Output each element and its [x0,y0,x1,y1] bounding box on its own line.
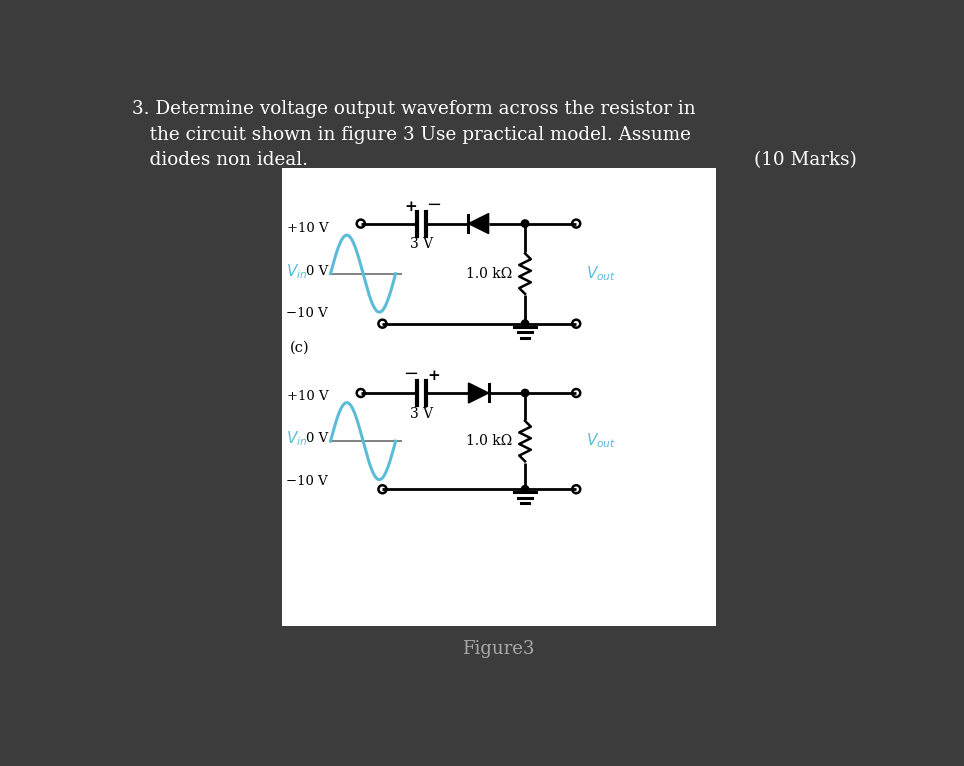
Bar [281,169,715,627]
Text: (c): (c) [289,341,309,355]
Text: 3 V: 3 V [410,237,433,251]
Text: −: − [426,195,442,214]
Text: +: + [427,369,440,383]
Text: Figure3: Figure3 [463,640,535,658]
Text: +10 V: +10 V [286,222,328,235]
Text: 0 V: 0 V [306,432,328,445]
Text: 3 V: 3 V [410,407,433,421]
Circle shape [522,486,529,493]
Polygon shape [469,383,489,403]
Text: diodes non ideal.: diodes non ideal. [132,151,308,169]
Text: +: + [404,200,416,214]
Polygon shape [469,214,489,234]
Text: −10 V: −10 V [286,307,328,320]
Circle shape [522,220,529,228]
Circle shape [522,389,529,397]
Text: −10 V: −10 V [286,475,328,488]
Text: $V_{in}$: $V_{in}$ [285,262,307,280]
Text: −: − [403,365,418,383]
Text: $V_{out}$: $V_{out}$ [585,432,616,450]
Text: the circuit shown in figure 3 Use practical model. Assume: the circuit shown in figure 3 Use practi… [132,126,691,144]
Text: +10 V: +10 V [286,390,328,403]
Text: 1.0 kΩ: 1.0 kΩ [467,267,513,280]
Text: $V_{out}$: $V_{out}$ [585,264,616,283]
Text: (10 Marks): (10 Marks) [754,151,857,169]
Text: 3. Determine voltage output waveform across the resistor in: 3. Determine voltage output waveform acr… [132,100,696,119]
Circle shape [522,320,529,327]
Text: 0 V: 0 V [306,265,328,278]
Text: $V_{in}$: $V_{in}$ [285,430,307,448]
Text: 1.0 kΩ: 1.0 kΩ [467,434,513,448]
